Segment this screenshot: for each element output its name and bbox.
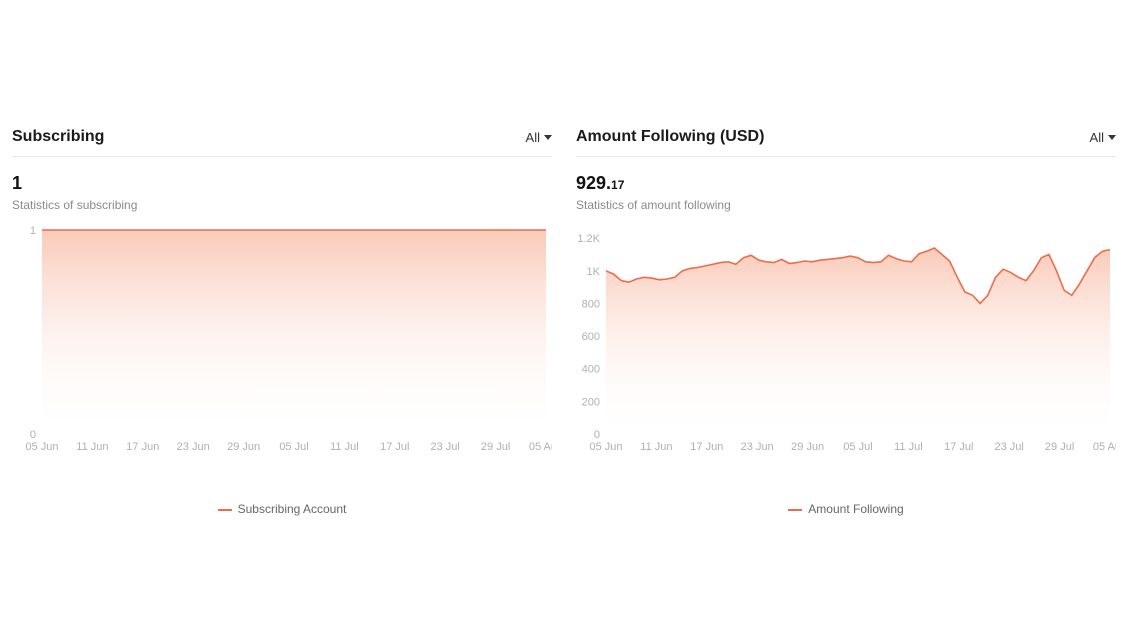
- y-axis-labels: 01: [30, 225, 36, 441]
- stat-value: 929.: [576, 173, 611, 193]
- time-filter-label: All: [1090, 130, 1104, 145]
- svg-text:400: 400: [582, 364, 600, 376]
- svg-text:1K: 1K: [587, 266, 601, 278]
- x-axis-labels: 05 Jun 11 Jun 17 Jun 23 Jun 29 Jun 05 Jul 11 J…: [25, 441, 552, 453]
- svg-text:29 Jul: 29 Jul: [1045, 441, 1074, 453]
- svg-text:23 Jul: 23 Jul: [995, 441, 1024, 453]
- legend-label: Subscribing Account: [238, 502, 347, 516]
- x-axis-labels: 05 Jun 11 Jun 17 Jun 23 Jun 29 Jun 05 Jul 11 J…: [589, 441, 1116, 453]
- svg-text:05 Jul: 05 Jul: [843, 441, 872, 453]
- svg-text:0: 0: [594, 429, 600, 441]
- chart-legend: Subscribing Account: [12, 502, 552, 516]
- chart-area: 0105 Jun11 Jun17 Jun23 Jun29 Jun05 Jul11…: [12, 224, 552, 484]
- svg-text:17 Jul: 17 Jul: [944, 441, 973, 453]
- stat-subtext: Statistics of amount following: [576, 198, 1116, 212]
- svg-text:23 Jun: 23 Jun: [741, 441, 774, 453]
- svg-text:17 Jun: 17 Jun: [690, 441, 723, 453]
- svg-text:11 Jun: 11 Jun: [76, 441, 108, 453]
- panel-header: Amount Following (USD) All: [576, 120, 1116, 157]
- panel-amount: Amount Following (USD) All 929.17 Statistic…: [564, 120, 1125, 516]
- svg-text:11 Jun: 11 Jun: [640, 441, 672, 453]
- panel-title: Amount Following (USD): [576, 128, 764, 146]
- stat-value: 1: [12, 173, 22, 193]
- svg-text:05 Jun: 05 Jun: [589, 441, 622, 453]
- svg-text:11 Jul: 11 Jul: [330, 441, 359, 453]
- chart-area: 0 200 400 600 800 1K 1.2K 05 Jun 11 Jun 17 Jun 23 …: [576, 224, 1116, 484]
- y-axis-labels: 0 200 400 600 800 1K 1.2K: [577, 233, 600, 441]
- stat-block: 1 Statistics of subscribing: [12, 173, 552, 212]
- panel-subscribing: Subscribing All 1 Statistics of subscribing…: [0, 120, 564, 516]
- svg-text:0: 0: [30, 429, 36, 441]
- svg-text:29 Jul: 29 Jul: [481, 441, 510, 453]
- panel-header: Subscribing All: [12, 120, 552, 157]
- svg-text:05 Aug: 05 Aug: [1093, 441, 1116, 453]
- time-filter-dropdown[interactable]: All: [526, 130, 552, 145]
- legend-swatch-icon: [788, 509, 802, 511]
- svg-text:05 Jul: 05 Jul: [279, 441, 308, 453]
- svg-text:17 Jul: 17 Jul: [380, 441, 409, 453]
- stat-subtext: Statistics of subscribing: [12, 198, 552, 212]
- stat-value-fraction: 17: [611, 178, 624, 192]
- svg-text:29 Jun: 29 Jun: [791, 441, 824, 453]
- svg-text:200: 200: [582, 396, 600, 408]
- series-area: [606, 248, 1110, 434]
- svg-text:17 Jun: 17 Jun: [126, 441, 159, 453]
- svg-text:800: 800: [582, 298, 600, 310]
- chart-legend: Amount Following: [576, 502, 1116, 516]
- svg-text:05 Jun: 05 Jun: [25, 441, 58, 453]
- legend-swatch-icon: [218, 509, 232, 511]
- svg-text:1.2K: 1.2K: [577, 233, 600, 245]
- legend-label: Amount Following: [808, 502, 903, 516]
- svg-text:600: 600: [582, 331, 600, 343]
- stat-block: 929.17 Statistics of amount following: [576, 173, 1116, 212]
- svg-text:1: 1: [30, 225, 36, 237]
- svg-text:11 Jul: 11 Jul: [894, 441, 923, 453]
- svg-text:23 Jun: 23 Jun: [177, 441, 210, 453]
- series-area: [42, 230, 546, 434]
- time-filter-dropdown[interactable]: All: [1090, 130, 1116, 145]
- svg-text:23 Jul: 23 Jul: [431, 441, 460, 453]
- panel-title: Subscribing: [12, 128, 104, 146]
- chevron-down-icon: [1108, 135, 1116, 140]
- chevron-down-icon: [544, 135, 552, 140]
- svg-text:29 Jun: 29 Jun: [227, 441, 260, 453]
- svg-text:05 Aug: 05 Aug: [529, 441, 552, 453]
- time-filter-label: All: [526, 130, 540, 145]
